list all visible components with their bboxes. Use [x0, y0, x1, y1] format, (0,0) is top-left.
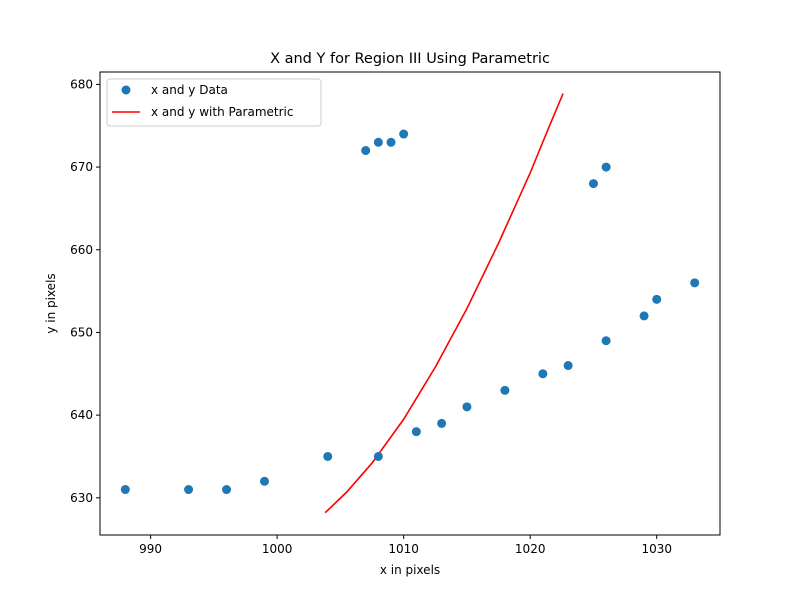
- x-axis: 990 1000 1010 1020 1030: [139, 535, 672, 556]
- data-point: [652, 294, 662, 304]
- chart-title: X and Y for Region III Using Parametric: [270, 51, 550, 67]
- x-tick-label: 1030: [641, 542, 672, 556]
- series-layer: [120, 93, 700, 514]
- data-point: [690, 278, 700, 288]
- y-axis-label: y in pixels: [44, 273, 58, 333]
- x-tick-label: 1010: [388, 542, 419, 556]
- legend-marker-scatter: [121, 85, 131, 95]
- parametric-line: [324, 93, 564, 514]
- data-point: [411, 427, 421, 437]
- data-point: [538, 369, 548, 379]
- x-axis-label: x in pixels: [380, 563, 440, 577]
- y-tick-label: 660: [70, 243, 93, 257]
- y-tick-label: 630: [70, 491, 93, 505]
- y-tick-label: 640: [70, 408, 93, 422]
- data-point: [222, 485, 232, 495]
- data-point: [500, 385, 510, 395]
- data-point: [386, 137, 396, 147]
- data-point: [462, 402, 472, 412]
- y-tick-label: 650: [70, 325, 93, 339]
- data-point: [323, 451, 333, 461]
- legend: x and y Data x and y with Parametric: [106, 78, 322, 127]
- y-tick-label: 680: [70, 77, 93, 91]
- x-tick-label: 990: [139, 542, 162, 556]
- data-point: [373, 451, 383, 461]
- data-point: [601, 162, 611, 172]
- data-point: [259, 476, 269, 486]
- data-point: [588, 179, 598, 189]
- data-point: [184, 485, 194, 495]
- data-point: [120, 485, 130, 495]
- x-tick-label: 1000: [262, 542, 293, 556]
- data-point: [361, 146, 371, 156]
- data-point: [437, 418, 447, 428]
- legend-box: [106, 78, 322, 127]
- data-point: [639, 311, 649, 321]
- data-point: [601, 336, 611, 346]
- plot-frame: [99, 71, 721, 536]
- data-point: [373, 137, 383, 147]
- plot-area: [100, 72, 720, 535]
- legend-label-parametric: x and y with Parametric: [151, 105, 293, 119]
- y-axis: 630 640 650 660 670 680: [70, 77, 100, 505]
- x-tick-label: 1020: [515, 542, 546, 556]
- y-tick-label: 670: [70, 160, 93, 174]
- legend-label-data: x and y Data: [151, 83, 228, 97]
- data-point: [563, 361, 573, 371]
- data-point: [399, 129, 409, 139]
